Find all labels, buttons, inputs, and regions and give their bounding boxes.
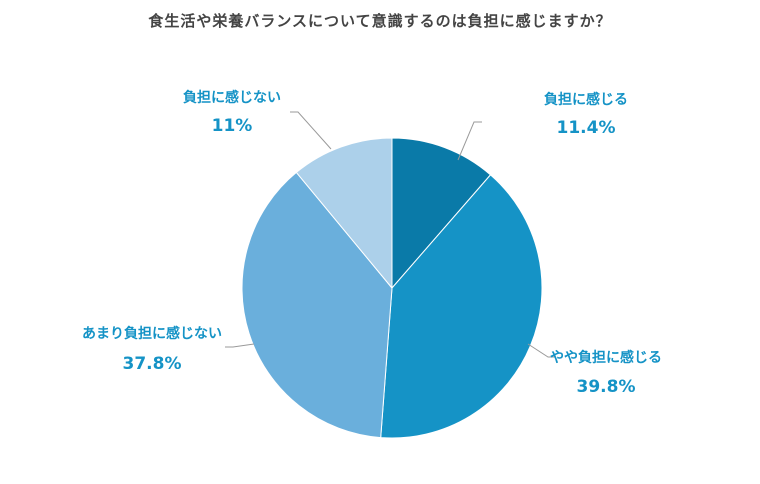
pie-slice-futan-ni-kanjinai: [295, 137, 393, 290]
slice-value-yaya-futan-ni-kanjiru: 39.8%: [577, 377, 636, 397]
slice-label-yaya-futan-ni-kanjiru: やや負担に感じる: [550, 349, 662, 366]
pie-slice-futan-ni-kanjiru: [391, 137, 492, 290]
pie-slices: [241, 137, 543, 439]
leader-lines: [225, 111, 556, 358]
slice-label-futan-ni-kanjinai: 負担に感じない: [183, 89, 281, 106]
slice-value-futan-ni-kanjiru: 11.4%: [557, 118, 616, 138]
data-labels: 負担に感じる 11.4% やや負担に感じる 39.8% あまり負担に感じない 3…: [82, 89, 662, 397]
leader-line-amari-futan-ni-kanjinai: [225, 343, 255, 348]
leader-line-futan-ni-kanjinai: [290, 111, 332, 150]
leader-line-yaya-futan-ni-kanjiru: [527, 343, 556, 358]
leader-line-futan-ni-kanjiru: [457, 121, 482, 161]
slice-label-amari-futan-ni-kanjinai: あまり負担に感じない: [82, 325, 222, 342]
slice-label-futan-ni-kanjiru: 負担に感じる: [544, 91, 628, 108]
pie-slice-amari-futan-ni-kanjinai: [241, 171, 393, 439]
slice-value-futan-ni-kanjinai: 11%: [212, 116, 253, 136]
chart-title: 食生活や栄養バランスについて意識するのは負担に感じますか？: [148, 12, 612, 30]
slice-value-amari-futan-ni-kanjinai: 37.8%: [123, 354, 182, 374]
